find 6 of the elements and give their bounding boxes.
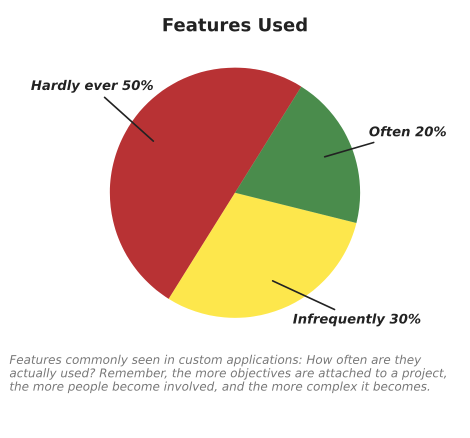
text: Features commonly seen in custom applications: How often are they actually used? Remember, the more objectives are attached to a project, the more people become involved, and the more complex it becomes. <box>10 354 446 394</box>
pie-slice <box>235 86 360 223</box>
chart-title: Features Used <box>164 18 307 32</box>
slice-label: Often 20% <box>369 126 446 136</box>
slice-label: Infrequently 30% <box>293 313 420 326</box>
slice-label: Hardly ever 50% <box>31 80 153 93</box>
